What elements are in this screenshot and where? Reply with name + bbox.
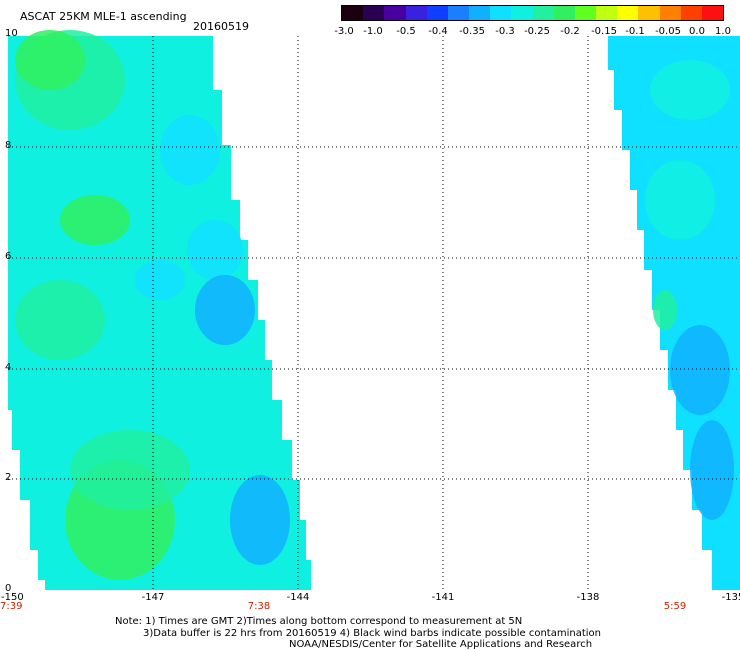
product-title: ASCAT 25KM MLE-1 ascending	[20, 10, 187, 23]
lat-lon-grid	[8, 36, 740, 590]
left-swath-green-area	[15, 280, 105, 360]
axis-labels: 10 8 6 4 2 0-150 -147 -144 -141 -138 -135 7:39 7:38 5…	[0, 28, 740, 612]
left-swath-green-area	[15, 30, 85, 90]
swath-data	[8, 30, 740, 590]
color-scale-label: 1.0	[715, 26, 731, 37]
latitude-label: 10	[5, 28, 18, 39]
color-scale-label: -0.35	[459, 26, 485, 37]
right-swath-aqua-area	[650, 60, 730, 120]
color-scale-segment	[363, 6, 385, 20]
note-line-2: 3)Data buffer is 22 hrs from 20160519 4)…	[143, 628, 601, 639]
color-scale-segment	[617, 6, 639, 20]
left-swath-blue-area	[160, 115, 220, 185]
latitude-label: 8	[5, 140, 11, 151]
latitude-label: 2	[5, 472, 11, 483]
left-swath-blue-area	[135, 260, 185, 300]
color-scale-segment	[469, 6, 491, 20]
color-scale-segment	[490, 6, 512, 20]
longitude-label: -147	[142, 592, 165, 603]
color-scale-segment	[638, 6, 660, 20]
right-swath-blue-area	[690, 420, 734, 520]
color-scale-segment	[553, 6, 575, 20]
left-swath-blue-area	[195, 275, 255, 345]
product-date: 20160519	[193, 20, 249, 33]
left-swath-green-area	[60, 195, 130, 245]
left-swath-blue-area	[187, 220, 243, 280]
longitude-label: -150	[1, 592, 24, 603]
longitude-label: -141	[432, 592, 455, 603]
color-scale-label: -3.0	[334, 26, 354, 37]
longitude-label: -138	[577, 592, 600, 603]
color-scale-label: -0.4	[428, 26, 448, 37]
note-line-1: Note: 1) Times are GMT 2)Times along bot…	[115, 616, 523, 627]
left-swath-blue-area	[230, 475, 290, 565]
time-label: 5:59	[664, 601, 686, 612]
color-scale-label: -0.2	[560, 26, 580, 37]
color-scale-label: -0.25	[524, 26, 550, 37]
color-scale-segment	[447, 6, 470, 20]
color-scale-label: -0.3	[495, 26, 515, 37]
right-swath-aqua-area	[645, 160, 715, 240]
longitude-label: -144	[287, 592, 310, 603]
color-scale-segment	[701, 6, 724, 20]
color-scale-label: -0.15	[591, 26, 617, 37]
color-scale-segment	[384, 6, 406, 20]
color-scale-segment	[511, 6, 533, 20]
color-scale-labels: -3.0 -1.0 -0.5 -0.4 -0.35 -0.3 -0.25 -0.2 -0.15-…	[330, 26, 740, 40]
right-swath-green-area	[653, 290, 677, 330]
color-scale-segment	[405, 6, 427, 20]
color-scale-segment	[659, 6, 681, 20]
color-scale-label: -1.0	[363, 26, 383, 37]
color-scale-segment	[532, 6, 554, 20]
time-label: 7:39	[0, 601, 22, 612]
longitude-label: -135	[722, 592, 740, 603]
color-scale-segment	[426, 6, 448, 20]
color-scale-segment	[342, 6, 364, 20]
latitude-label: 0	[5, 583, 11, 594]
latitude-label: 4	[5, 362, 11, 373]
color-scale-segment	[574, 6, 597, 20]
left-swath-green-area	[70, 430, 190, 510]
color-scale-label: -0.05	[655, 26, 681, 37]
color-scale-segment	[596, 6, 618, 20]
time-label: 7:38	[248, 601, 270, 612]
color-scale-label: -0.5	[396, 26, 416, 37]
latitude-label: 6	[5, 251, 11, 262]
right-swath-blue-area	[670, 325, 730, 415]
note-line-3: NOAA/NESDIS/Center for Satellite Applica…	[289, 639, 593, 650]
color-scale-label: -0.1	[625, 26, 645, 37]
color-scale-bar	[341, 5, 724, 21]
color-scale-segment	[680, 6, 702, 20]
color-scale-label: 0.0	[689, 26, 705, 37]
